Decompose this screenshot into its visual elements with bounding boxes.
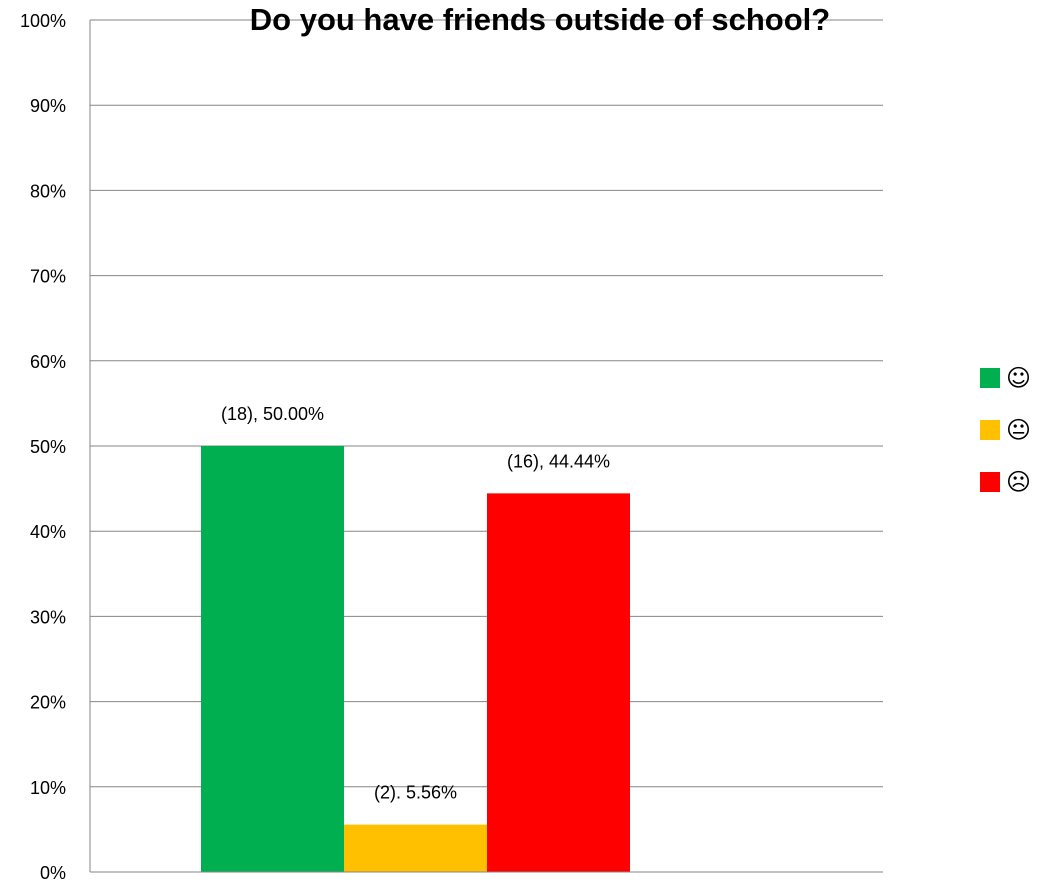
y-tick-label: 20% (30, 693, 66, 713)
data-labels: (18), 50.00% (2). 5.56% (16), 44.44% (221, 404, 610, 803)
y-tick-label: 50% (30, 437, 66, 457)
y-tick-label: 10% (30, 778, 66, 798)
y-tick-label: 0% (40, 863, 66, 883)
legend: ☺ 😐 ☹ (980, 366, 1050, 522)
smiley-face-icon: ☺ (1006, 364, 1032, 392)
bar-smiley-face (201, 446, 344, 872)
legend-item-sad: ☹ (980, 470, 1050, 494)
data-label: (18), 50.00% (221, 404, 324, 424)
y-tick-label: 90% (30, 96, 66, 116)
y-tick-label: 60% (30, 352, 66, 372)
y-tick-label: 40% (30, 522, 66, 542)
chart-title: Do you have friends outside of school? (250, 2, 830, 37)
bars (201, 446, 630, 872)
y-tick-label: 80% (30, 181, 66, 201)
y-axis-tick-labels: 0% 10% 20% 30% 40% 50% 60% 70% 80% 90% 100% (20, 11, 66, 883)
y-tick-label: 70% (30, 267, 66, 287)
y-tick-label: 100% (20, 11, 66, 31)
y-tick-label: 30% (30, 607, 66, 627)
legend-swatch-yellow (980, 420, 1000, 440)
frowning-face-icon: ☹ (1006, 468, 1032, 496)
data-label: (2). 5.56% (374, 783, 457, 803)
legend-item-happy: ☺ (980, 366, 1050, 390)
legend-swatch-red (980, 472, 1000, 492)
neutral-face-icon: 😐 (1006, 416, 1032, 444)
legend-swatch-green (980, 368, 1000, 388)
bar-frowning-face (487, 493, 630, 872)
legend-item-neutral: 😐 (980, 418, 1050, 442)
data-label: (16), 44.44% (507, 451, 610, 471)
bar-neutral-face (344, 824, 487, 872)
